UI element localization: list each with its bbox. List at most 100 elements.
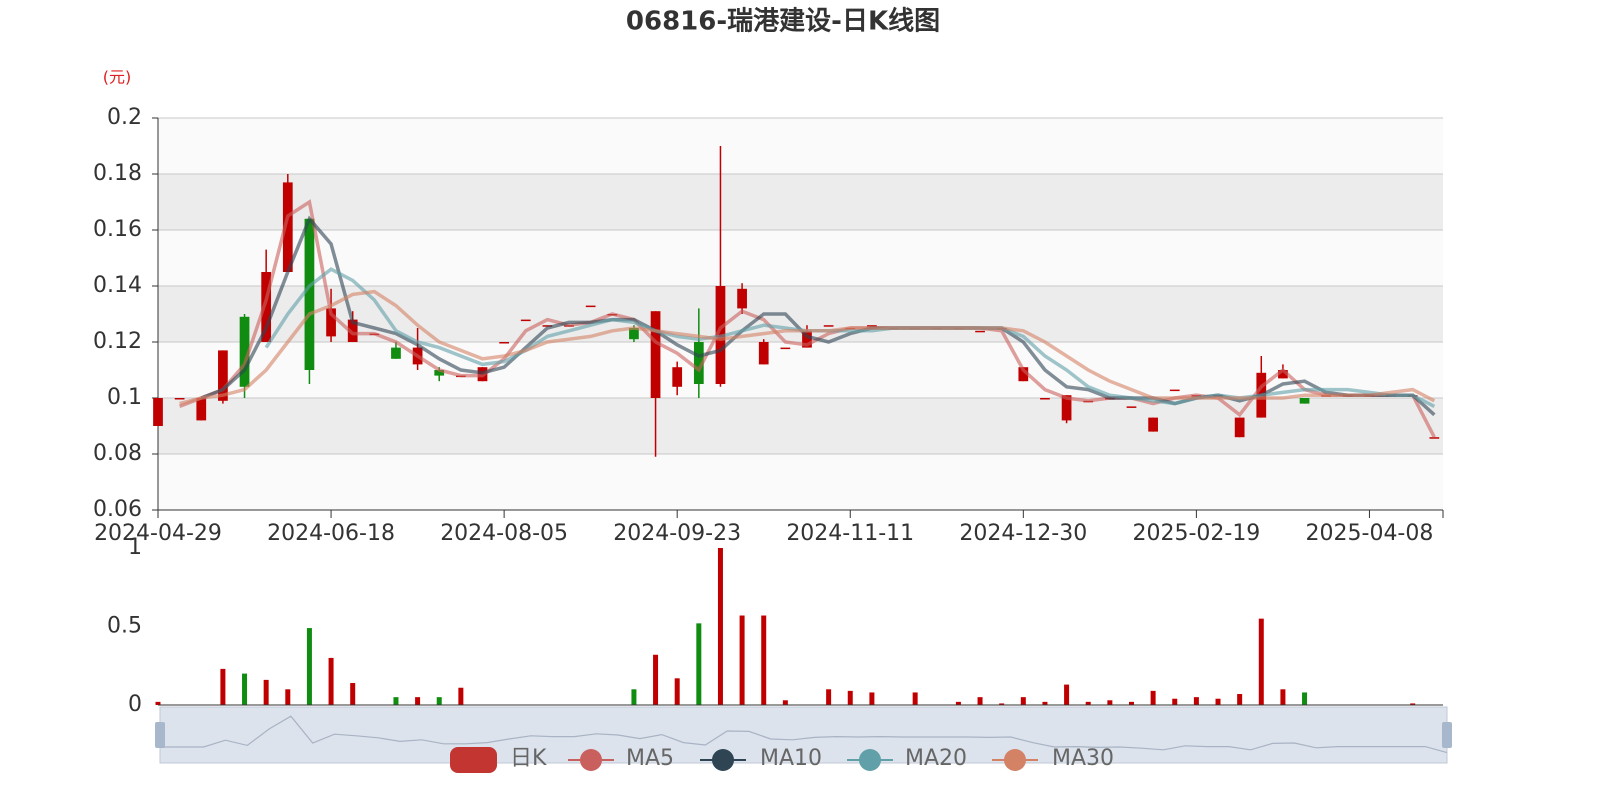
candle-body (802, 330, 812, 348)
x-tick-label: 2024-09-23 (613, 521, 741, 546)
candle-body (542, 325, 553, 327)
legend-icon (580, 749, 602, 771)
grid-band (158, 174, 1443, 230)
legend-icon (1004, 749, 1026, 771)
volume-bar (436, 697, 442, 705)
legend-label[interactable]: MA30 (1052, 746, 1114, 771)
volume-bar (717, 548, 723, 705)
candle-body (174, 398, 185, 400)
y-axis-name: (元) (103, 68, 132, 87)
candle-body (304, 218, 315, 370)
candle-body (867, 325, 877, 327)
volume-bar (739, 615, 745, 705)
legend-label[interactable]: 日K (510, 746, 547, 771)
candle-body (196, 398, 207, 421)
candle-body (1299, 398, 1310, 404)
candle-body (1018, 367, 1029, 382)
zoom-preview (160, 715, 1448, 754)
volume-bar (977, 697, 983, 705)
volume-bar (653, 654, 659, 705)
x-tick-label: 2025-04-08 (1306, 521, 1434, 546)
candle-body (629, 328, 639, 340)
grid-band (158, 342, 1443, 398)
volume-bar (1172, 698, 1178, 705)
y-tick-label: 0.14 (93, 273, 142, 298)
y-tick-label: 0.08 (93, 441, 142, 466)
zoom-handle-right[interactable] (1442, 722, 1452, 748)
volume-bar (1193, 697, 1199, 705)
ma-line (178, 199, 1436, 439)
candle-body (261, 272, 272, 342)
volume-bar (761, 615, 767, 705)
y-tick-label: 0.2 (107, 105, 142, 130)
volume-bar (1258, 618, 1264, 705)
volume-bar (1042, 701, 1048, 705)
volume-bar (350, 683, 356, 705)
candle-body (1169, 389, 1180, 392)
volume-tick-label: 0.5 (107, 614, 142, 639)
volume-bar (782, 700, 788, 705)
volume-tick-label: 0 (128, 692, 142, 717)
volume-bar (1410, 703, 1416, 705)
x-tick-label: 2024-12-30 (959, 521, 1087, 546)
volume-bar (220, 668, 226, 705)
candle-body (1061, 395, 1072, 421)
volume-bar (285, 689, 291, 705)
y-tick-label: 0.18 (93, 161, 142, 186)
zoom-slider[interactable] (159, 706, 1448, 764)
legend-label[interactable]: MA10 (760, 746, 822, 771)
y-tick-label: 0.12 (93, 329, 142, 354)
legend-label[interactable]: MA20 (905, 746, 967, 771)
legend-icon (859, 749, 881, 771)
candle-body (758, 342, 769, 365)
candle-body (520, 319, 531, 322)
y-tick-label: 0.1 (107, 385, 142, 410)
candle-body (650, 311, 661, 398)
volume-bar (1085, 701, 1091, 705)
volume-bar (1128, 701, 1134, 705)
volume-bar (458, 687, 464, 705)
volume-bar (328, 657, 334, 705)
candle-body (499, 342, 509, 344)
candle-body (737, 288, 747, 309)
volume-bar (1107, 700, 1113, 705)
legend-icon (450, 747, 497, 773)
volume-bar (1064, 684, 1070, 705)
candle-body (434, 370, 445, 376)
candle-body (780, 347, 791, 350)
candle-body (1126, 406, 1137, 408)
volume-bar (847, 690, 853, 705)
volume-bar (1237, 694, 1243, 705)
grid-band (158, 398, 1443, 454)
candle-body (585, 305, 596, 308)
volume-bar (631, 689, 637, 705)
zoom-handle-left[interactable] (155, 722, 165, 748)
candle-body (693, 342, 704, 384)
y-tick-label: 0.16 (93, 217, 142, 242)
candle-body (239, 316, 250, 387)
x-tick-label: 2024-08-05 (440, 521, 568, 546)
ma-line (179, 289, 1436, 406)
grid-band (158, 230, 1443, 286)
candle-body (1040, 398, 1050, 400)
candle-body (153, 398, 163, 426)
volume-bar (999, 703, 1005, 705)
volume-bar (415, 697, 421, 705)
volume-bar (696, 623, 702, 705)
candle-body (823, 325, 834, 327)
volume-bar (674, 678, 680, 705)
volume-bar (1215, 698, 1221, 705)
y-tick-label: 0.06 (93, 497, 142, 522)
x-tick-label: 2024-06-18 (267, 521, 395, 546)
candle-body (1278, 370, 1288, 379)
volume-bar (155, 701, 161, 705)
grid-band (158, 454, 1443, 510)
x-tick-label: 2024-04-29 (94, 521, 222, 546)
volume-bar (1020, 697, 1026, 705)
x-tick-label: 2024-11-11 (786, 521, 914, 546)
legend-label[interactable]: MA5 (626, 746, 674, 771)
volume-tick-label: 1 (128, 535, 142, 560)
candle-body (218, 350, 228, 401)
volume-bar (1150, 690, 1156, 705)
